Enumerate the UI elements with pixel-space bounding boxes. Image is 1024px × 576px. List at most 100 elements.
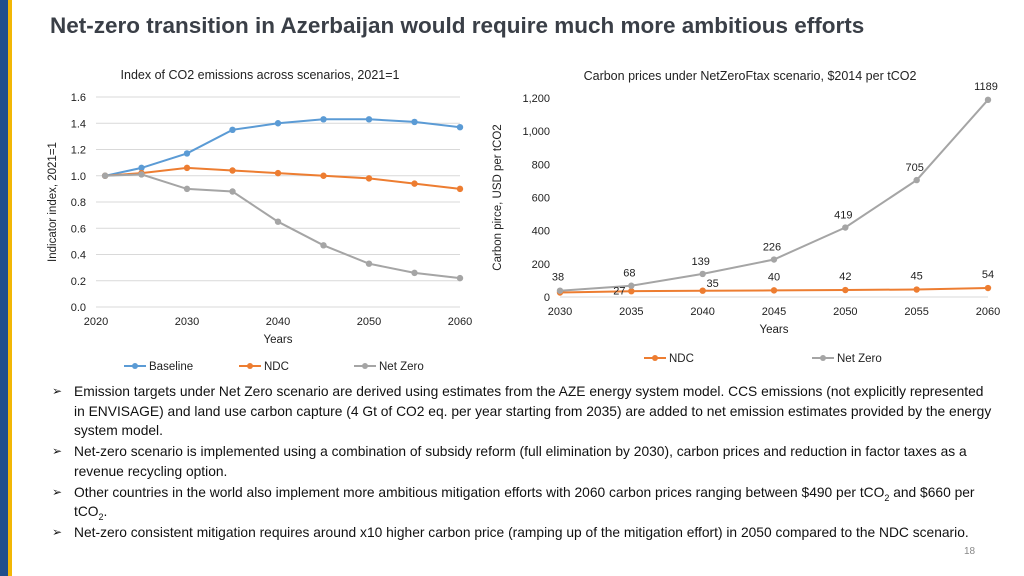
y-tick-label: 800 (532, 159, 550, 171)
data-point (984, 284, 992, 292)
y-tick-label: 400 (532, 226, 550, 238)
x-tick-label: 2020 (84, 316, 108, 328)
data-point (984, 96, 992, 104)
data-label: 35 (707, 278, 719, 290)
x-tick-label: 2040 (690, 306, 714, 318)
data-label: 40 (768, 271, 780, 283)
data-label: 226 (763, 242, 781, 254)
data-label: 68 (623, 268, 635, 280)
x-tick-label: 2045 (762, 306, 786, 318)
data-point (320, 116, 327, 123)
bullet-list: ➢ Emission targets under Net Zero scenar… (52, 382, 992, 544)
legend-marker (820, 355, 826, 361)
data-point (842, 224, 849, 231)
y-tick-label: 0 (544, 292, 550, 304)
legend-marker (362, 363, 368, 369)
bullet-text: Net-zero scenario is implemented using a… (74, 444, 967, 479)
x-axis-label: Years (760, 324, 789, 336)
legend-label: Baseline (149, 361, 193, 373)
data-point (628, 287, 635, 295)
data-point (365, 260, 373, 267)
data-point (365, 175, 373, 182)
x-tick-label: 2050 (833, 306, 857, 318)
bullet-item: ➢ Emission targets under Net Zero scenar… (52, 382, 992, 441)
legend-label: NDC (264, 361, 289, 373)
x-axis-label: Years (264, 334, 293, 346)
data-point (229, 126, 236, 134)
data-point (138, 164, 145, 172)
accent-bar-blue (0, 0, 8, 576)
x-tick-label: 2055 (904, 306, 928, 318)
arrow-bullet-icon: ➢ (52, 444, 63, 458)
data-point (183, 150, 191, 157)
data-point (913, 176, 920, 184)
data-point (456, 185, 464, 193)
co2-index-chart: Index of CO2 emissions across scenarios,… (47, 68, 472, 373)
arrow-bullet-icon: ➢ (52, 525, 63, 539)
series-line-baseline (104, 118, 461, 177)
data-point (842, 286, 849, 294)
slide-title: Net-zero transition in Azerbaijan would … (50, 13, 865, 38)
y-tick-label: 1.4 (71, 118, 86, 130)
data-label: 45 (911, 271, 923, 283)
legend-label: Net Zero (379, 361, 424, 373)
data-point (411, 118, 418, 126)
carbon-price-chart: Carbon prices under NetZeroFtax scenario… (492, 69, 1000, 365)
legend-label: Net Zero (837, 353, 882, 365)
data-label: 139 (691, 256, 709, 268)
y-tick-label: 0.4 (71, 250, 86, 262)
y-axis-label: Indicator index, 2021=1 (47, 142, 59, 262)
bullet-item: ➢ Other countries in the world also impl… (52, 483, 992, 522)
data-point (183, 164, 191, 172)
y-tick-label: 1,000 (522, 126, 550, 138)
x-tick-label: 2050 (357, 316, 381, 328)
y-tick-label: 0.0 (71, 302, 86, 314)
bullet-item: ➢ Net-zero scenario is implemented using… (52, 442, 992, 481)
page-number: 18 (964, 546, 976, 557)
data-point (274, 169, 282, 177)
bullet-text: Other countries in the world also implem… (74, 484, 975, 522)
data-point (101, 172, 109, 179)
data-point (411, 269, 418, 277)
data-point (770, 256, 778, 263)
data-label: 419 (834, 210, 852, 222)
series-line-net-zero (105, 173, 461, 280)
y-tick-label: 0.2 (71, 276, 86, 288)
chart-title: Index of CO2 emissions across scenarios,… (121, 68, 400, 82)
accent-bar-yellow (8, 0, 12, 576)
y-tick-label: 200 (532, 259, 550, 271)
data-label: 42 (839, 271, 851, 283)
legend-marker (652, 355, 658, 361)
bullet-text: Emission targets under Net Zero scenario… (74, 384, 992, 438)
data-point (456, 274, 464, 282)
data-point (320, 172, 327, 179)
data-point (699, 287, 706, 294)
y-tick-label: 600 (532, 193, 550, 205)
data-label: 1189 (974, 81, 998, 93)
x-tick-label: 2040 (266, 316, 290, 328)
data-label: 38 (552, 272, 564, 284)
data-point (138, 171, 145, 178)
arrow-bullet-icon: ➢ (52, 484, 63, 499)
data-point (556, 287, 564, 294)
data-point (411, 180, 418, 187)
legend-label: NDC (669, 353, 694, 365)
x-tick-label: 2060 (976, 306, 1000, 318)
y-tick-label: 1.0 (71, 171, 86, 183)
data-label: 54 (982, 269, 994, 281)
y-axis-label: Carbon pirce, USD per tCO2 (492, 124, 504, 270)
data-point (770, 287, 778, 294)
data-point (456, 123, 464, 131)
series-line-ndc (105, 166, 461, 190)
y-tick-label: 0.6 (71, 223, 86, 235)
y-tick-label: 1.6 (71, 92, 86, 104)
data-point (699, 270, 706, 278)
data-point (913, 286, 920, 293)
data-label: 27 (613, 286, 625, 298)
legend-marker (247, 363, 253, 369)
data-point (365, 116, 373, 123)
y-tick-label: 1,200 (522, 93, 550, 105)
data-point (229, 188, 236, 195)
x-tick-label: 2060 (448, 316, 472, 328)
data-label: 705 (905, 162, 923, 174)
